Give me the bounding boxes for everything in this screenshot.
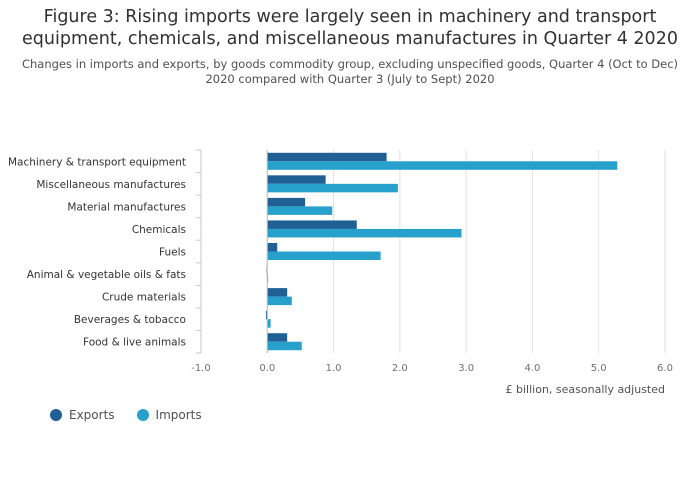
chart-subtitle: Changes in imports and exports, by goods… [20,57,680,87]
chart-subtitle-line-1: Changes in imports and exports, by goods… [21,57,679,71]
bar-imports-3 [267,228,462,238]
category-label-4: Fuels [159,247,186,259]
chart-subtitle-line-2: 2020 compared with Quarter 3 (July to Se… [205,72,495,86]
legend: Exports Imports [50,408,202,422]
x-tick-label-0: -1.0 [191,363,211,374]
category-label-3: Chemicals [132,224,186,236]
x-tick-label-7: 6.0 [657,363,673,374]
x-tick-label-3: 2.0 [392,363,408,374]
bar-imports-2 [267,206,333,215]
bar-exports-7 [265,310,268,320]
x-axis-title: £ billion, seasonally adjusted [506,383,665,396]
category-label-6: Crude materials [102,292,186,304]
chart-title-line-2: equipment, chemicals, and miscellaneous … [22,29,678,49]
legend-swatch-imports [136,409,149,421]
legend-label-exports: Exports [69,408,115,422]
bar-imports-8 [267,341,302,351]
bar-exports-3 [267,220,357,229]
x-tick-label-6: 5.0 [591,363,607,374]
bar-exports-8 [267,333,288,342]
bar-exports-6 [267,288,288,297]
category-label-7: Beverages & tobacco [74,314,186,326]
x-tick-label-2: 1.0 [326,363,342,374]
legend-label-imports: Imports [155,408,202,422]
bar-imports-0 [267,161,618,170]
legend-item-exports[interactable]: Exports [50,408,115,422]
x-tick-label-1: 0.0 [259,363,275,374]
bar-imports-4 [267,251,381,260]
x-tick-label-4: 3.0 [458,363,474,374]
bar-exports-2 [267,197,306,207]
bar-imports-7 [267,319,271,328]
category-label-5: Animal & vegetable oils & fats [27,269,186,281]
category-label-8: Food & live animals [83,337,186,349]
chart-title: Figure 3: Rising imports were largely se… [0,6,700,50]
bar-exports-0 [267,152,387,162]
bar-imports-1 [267,183,398,193]
legend-swatch-exports [50,409,62,421]
category-label-2: Material manufactures [67,201,186,213]
bar-exports-4 [267,243,278,252]
bar-imports-6 [267,296,292,306]
chart-title-line-1: Figure 3: Rising imports were largely se… [43,7,657,27]
category-label-0: Machinery & transport equipment [8,156,186,168]
bar-exports-1 [267,175,326,184]
category-label-1: Miscellaneous manufactures [36,179,186,191]
legend-item-imports[interactable]: Imports [136,408,202,422]
x-tick-label-5: 4.0 [524,363,540,374]
